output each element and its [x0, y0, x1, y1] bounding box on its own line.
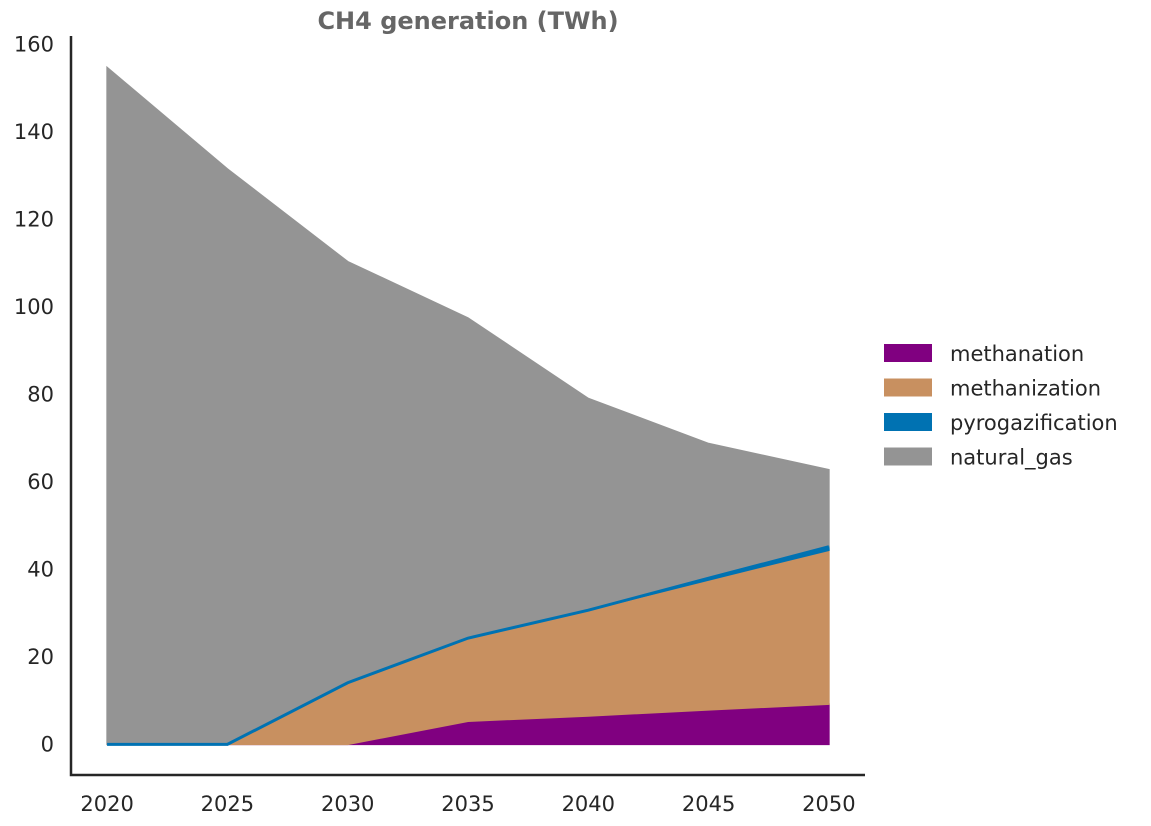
legend-label: pyrogazification [950, 411, 1118, 435]
legend-swatch-natural-gas [884, 447, 932, 466]
y-tick-label: 20 [27, 645, 54, 669]
x-tick-label: 2040 [562, 792, 615, 816]
x-tick-label: 2025 [201, 792, 254, 816]
y-tick-label: 60 [27, 470, 54, 494]
x-tick-label: 2050 [802, 792, 855, 816]
x-tick-label: 2030 [321, 792, 374, 816]
legend-swatch-methanization [884, 378, 932, 397]
legend-swatch-pyrogazification [884, 413, 932, 431]
legend-label: methanization [950, 377, 1101, 401]
x-tick-label: 2045 [682, 792, 735, 816]
chart-lines [107, 545, 830, 746]
y-tick-label: 120 [14, 208, 54, 232]
x-axis-ticks: 2020 2025 2030 2035 2040 2045 2050 [80, 792, 855, 816]
y-tick-label: 80 [27, 383, 54, 407]
y-tick-label: 160 [14, 33, 54, 57]
y-tick-label: 0 [41, 732, 54, 756]
chart-areas [106, 65, 830, 746]
legend: methanation methanization pyrogazification… [884, 342, 1118, 471]
legend-swatch-methanation [884, 344, 932, 362]
x-tick-label: 2035 [441, 792, 494, 816]
line-pyrogazification [107, 545, 830, 746]
y-tick-label: 100 [14, 295, 54, 319]
y-tick-label: 140 [14, 120, 54, 144]
chart-axes [69, 36, 865, 777]
x-tick-label: 2020 [80, 792, 133, 816]
legend-label: natural_gas [950, 446, 1073, 471]
y-tick-label: 40 [27, 557, 54, 581]
chart-title: CH4 generation (TWh) [317, 7, 618, 35]
y-axis-ticks: 0 20 40 60 80 100 120 140 160 [14, 33, 54, 757]
legend-label: methanation [950, 342, 1084, 366]
